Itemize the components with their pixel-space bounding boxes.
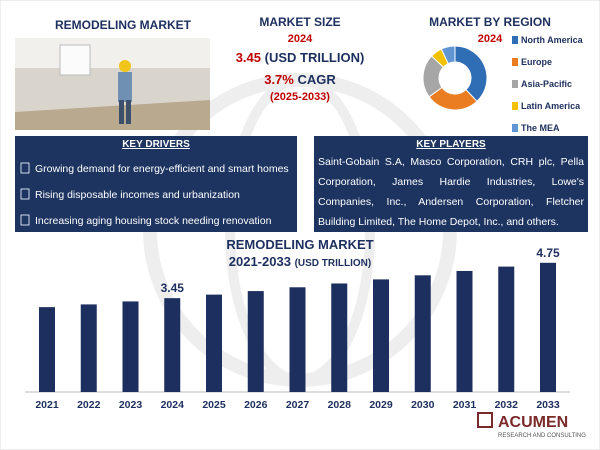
value: 3.45 <box>236 50 261 65</box>
market-size-year: 2024 <box>288 33 313 45</box>
x-tick-label: 2026 <box>244 399 268 411</box>
drivers-list: Growing demand for energy-efficient and … <box>20 162 289 227</box>
chart-subtitle: 2021-2033 (USD TRILLION) <box>229 254 371 269</box>
market-size-title: MARKET SIZE <box>259 15 340 29</box>
donut <box>422 45 488 111</box>
legend-label: Asia-Pacific <box>521 79 572 89</box>
logo: ACUMEN RESEARCH AND CONSULTING <box>477 412 586 439</box>
bar <box>206 294 222 392</box>
x-tick-label: 2023 <box>119 399 143 411</box>
legend-swatch <box>512 102 518 110</box>
legend-label: Europe <box>521 57 552 67</box>
bar <box>39 307 55 392</box>
photo <box>15 38 210 130</box>
players-text: Saint-Gobain S.A, Masco Corporation, CRH… <box>318 156 584 228</box>
cagr-period: (2025-2033) <box>270 91 330 103</box>
period: 2021-2033 <box>229 254 291 269</box>
value-label: 3.45 <box>161 281 185 295</box>
bullet-icon <box>20 188 30 200</box>
chart-title: REMODELING MARKET <box>226 237 373 252</box>
x-tick-label: 2021 <box>35 399 59 411</box>
region-year: 2024 <box>478 33 503 45</box>
legend-label: North America <box>521 35 584 45</box>
region-title: MARKET BY REGION <box>429 15 551 29</box>
donut-slice <box>440 45 456 65</box>
header-title: REMODELING MARKET <box>55 18 192 32</box>
legend-label: The MEA <box>521 123 560 133</box>
legend-swatch <box>512 36 518 44</box>
x-tick-label: 2031 <box>453 399 477 411</box>
bar <box>331 283 348 392</box>
bar <box>80 304 97 392</box>
bar <box>164 298 181 392</box>
x-tick-label: 2029 <box>369 399 393 411</box>
cagr-label: CAGR <box>297 72 336 87</box>
bars: 2021 2022 2023 2024 3.45 2025 2026 2027 2028 2029… <box>35 246 560 411</box>
unit: (USD TRILLION) <box>265 50 365 65</box>
drivers-panel <box>15 136 297 232</box>
cagr-value: 3.7% <box>264 72 294 87</box>
x-tick-label: 2024 <box>161 399 185 411</box>
legend-label: Latin America <box>521 101 581 111</box>
x-tick-label: 2032 <box>495 399 519 411</box>
value-label: 4.75 <box>536 246 560 260</box>
bar <box>414 275 431 392</box>
donut-slice <box>454 45 488 103</box>
bar <box>289 287 306 392</box>
driver-text: Increasing aging housing stock needing r… <box>35 215 272 227</box>
x-tick-label: 2028 <box>328 399 352 411</box>
bar <box>498 266 515 392</box>
bar <box>373 279 389 392</box>
legend-swatch <box>512 80 518 88</box>
driver-text: Growing demand for energy-efficient and … <box>35 163 289 175</box>
market-size-value: 3.45 (USD TRILLION) <box>236 50 365 65</box>
players-box: Saint-Gobain S.A, Masco Corporation, CRH… <box>318 156 584 228</box>
unit: (USD TRILLION) <box>295 258 372 269</box>
bar <box>122 301 139 392</box>
bullet-icon <box>20 162 30 174</box>
driver-text: Rising disposable incomes and urbanizati… <box>35 189 240 201</box>
bullet-icon <box>20 214 30 226</box>
legend-swatch <box>512 58 518 66</box>
logo-tagline: RESEARCH AND CONSULTING <box>498 433 586 439</box>
players-title: KEY PLAYERS <box>416 139 486 150</box>
legend-swatch <box>512 124 518 132</box>
bar <box>540 262 556 392</box>
bar <box>247 291 264 392</box>
cagr: 3.7% CAGR <box>264 72 336 87</box>
logo-name: ACUMEN <box>498 414 568 431</box>
bar <box>456 270 473 392</box>
players-panel <box>314 136 588 232</box>
x-tick-label: 2025 <box>202 399 226 411</box>
drivers-title: KEY DRIVERS <box>122 139 190 150</box>
x-tick-label: 2022 <box>77 399 101 411</box>
x-tick-label: 2027 <box>286 399 310 411</box>
x-tick-label: 2030 <box>411 399 435 411</box>
legend: North America Europe Asia-Pacific Latin Ame… <box>512 35 584 133</box>
x-tick-label: 2033 <box>536 399 560 411</box>
